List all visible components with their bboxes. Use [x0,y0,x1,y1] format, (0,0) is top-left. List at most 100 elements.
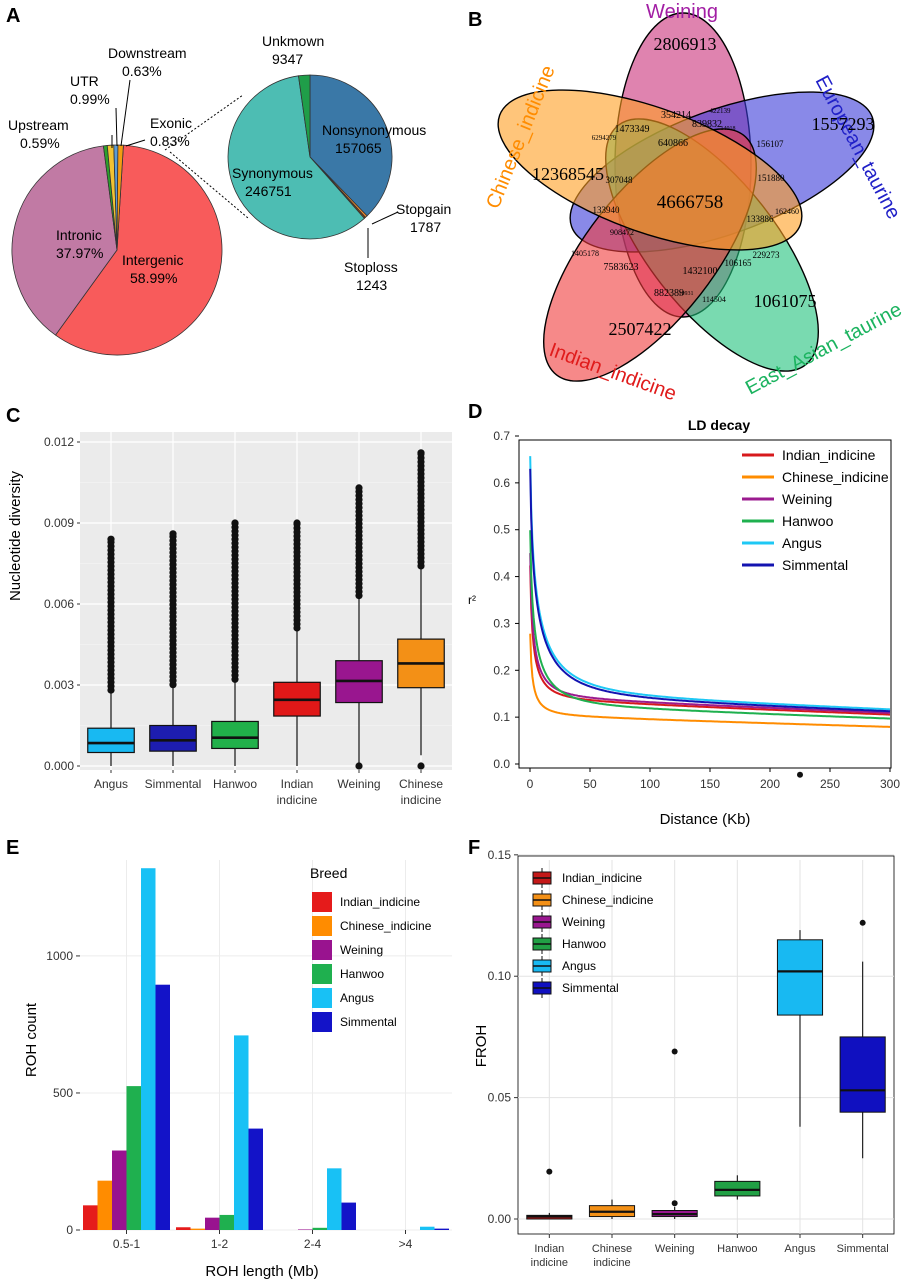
bar-angus [141,868,156,1230]
venn-count-region: 839832 [692,119,722,130]
intronic-label: Intronic [56,227,102,243]
panel-c-letter: C [6,405,20,427]
x-tick-label: Angus [784,1243,816,1255]
leader-downstream [120,79,131,147]
box-angus [776,939,824,1016]
outlier-point [293,519,301,527]
ld-line-simmental [529,468,891,713]
panel-e-bars [83,868,449,1230]
synonymous-count: 246751 [245,183,292,199]
y-tick-label: 0.2 [493,663,510,677]
x-tick-label: 50 [583,777,597,791]
y-tick-label: 500 [53,1086,73,1100]
panel-d-y-title: r² [468,593,476,607]
outlier-point [546,1168,553,1175]
legend-swatch [312,964,332,984]
x-tick-label: 2-4 [304,1237,322,1251]
x-tick-label: Angus [94,777,128,791]
outlier-point [859,919,866,926]
panel-c-background [80,432,452,770]
legend-swatch [312,1012,332,1032]
legend-label: Indian_indicine [782,447,876,463]
stoploss-count: 1243 [356,277,387,293]
venn-set-label-weining: Weining [646,1,718,23]
y-tick-label: 0.006 [44,597,74,611]
panel-f-y-title: FROH [473,1025,490,1068]
panel-e-y-title: ROH count [23,1002,40,1077]
bar-simmental [434,1228,449,1230]
leader-stopgain [371,211,399,225]
x-tick-label: 0 [527,777,534,791]
panel-f-letter: F [468,837,480,859]
intronic-pct: 37.97% [56,245,103,261]
outlier-point [797,771,803,778]
x-tick-label: indicine [277,793,318,807]
outlier-point [169,530,177,538]
venn-count-region: 106165 [725,258,753,268]
venn-count-region: 156107 [757,139,785,149]
bar-angus [327,1168,342,1230]
panel-f-frame [517,855,895,1235]
venn-count-region: 1432100 [683,266,718,277]
x-tick-label: Weining [337,777,380,791]
upstream-label: Upstream [8,117,69,133]
downstream-pct: 0.63% [122,63,162,79]
x-tick-label: Simmental [837,1243,889,1255]
venn-count-region: 354214 [661,110,691,121]
legend-label: Chinese_indicine [782,469,889,485]
legend-label: Weining [562,915,605,929]
y-tick-label: 0.10 [488,969,512,983]
venn-count-all: 4666758 [657,192,724,213]
x-tick-label: 250 [820,777,840,791]
y-tick-label: 0 [66,1223,73,1237]
box-simmental [839,1036,886,1113]
venn-count-region: 6294279 [592,134,617,142]
panel-a-pie-charts: Intronic 37.97% Intergenic 58.99% Upstre… [8,33,451,356]
x-tick-label: Hanwoo [717,1243,757,1255]
outlier-point [417,762,425,770]
panel-a-letter: A [6,5,20,27]
panel-d-x-title: Distance (Kb) [660,811,751,828]
box-angus [87,727,135,754]
legend-label: Weining [782,491,832,507]
legend-label: Chinese_indicine [562,893,654,907]
ld-line-chinese_indicine [529,633,890,728]
legend-label: Simmental [340,1015,397,1029]
unkmown-label: Unkmown [262,33,324,49]
panel-f-boxes [526,771,886,1220]
panel-d-title: LD decay [688,417,750,433]
x-tick-label: Chinese [592,1243,632,1255]
outlier-point [671,1048,678,1055]
bar-hanwoo [312,1227,327,1230]
legend-label: Simmental [562,981,619,995]
venn-count-region: 882389 [654,288,684,299]
leader-exonic [125,139,146,147]
panel-c-boxes [87,449,445,770]
x-tick-label: 100 [640,777,660,791]
venn-count-region: 1405178 [571,249,599,258]
panel-b-venn: Weining European_taurine East_Asian_taur… [482,1,905,405]
legend-label: Angus [782,535,822,551]
panel-f-grid [518,854,894,1234]
legend-swatch [312,892,332,912]
venn-count-east-asian-only: 1061075 [754,291,817,311]
bar-angus [234,1035,249,1230]
panel-c-ticks: 0.000 0.003 0.006 0.009 0.012 Angus Simmental H… [44,435,443,807]
panel-d-legend: Indian_indicine Chinese_indicine Weining Ha… [742,447,889,573]
stoploss-label: Stoploss [344,259,398,275]
intergenic-label: Intergenic [122,252,183,268]
venn-count-region: 114504 [702,295,726,304]
legend-label: Angus [562,959,596,973]
utr-pct: 0.99% [70,91,110,107]
venn-count-region: 14018 [721,126,736,132]
panel-f-legend: Indian_indicine Chinese_indicine Weining Ha… [532,868,654,998]
venn-count-region: 133940 [593,205,621,215]
venn-count-region: 162460 [775,207,799,216]
venn-count-european-only: 1557293 [812,114,875,134]
panel-e-letter: E [6,837,19,859]
venn-count-region: 640866 [658,138,688,149]
x-tick-label: 1-2 [211,1237,229,1251]
y-tick-label: 0.3 [493,616,510,630]
